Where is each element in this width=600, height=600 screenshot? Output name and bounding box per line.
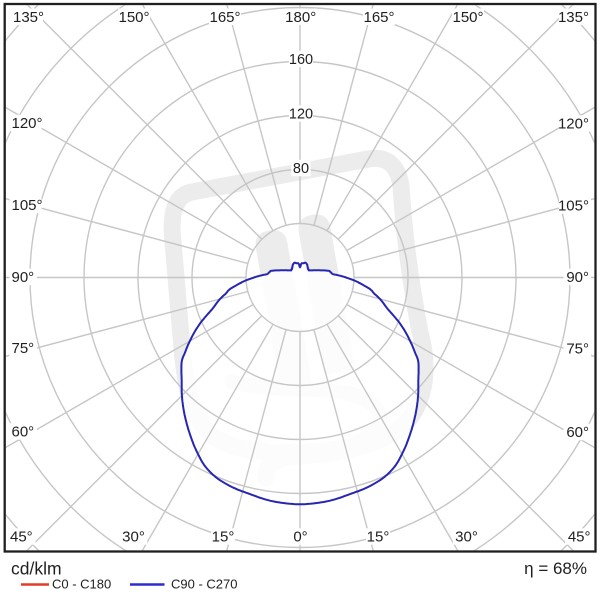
svg-text:η = 68%: η = 68% [524, 559, 587, 578]
svg-text:180°: 180° [285, 9, 316, 26]
svg-text:75°: 75° [566, 341, 589, 358]
svg-text:45°: 45° [568, 529, 591, 546]
svg-text:C0 - C180: C0 - C180 [52, 576, 111, 591]
svg-text:0°: 0° [293, 529, 307, 546]
svg-text:75°: 75° [12, 340, 35, 357]
svg-text:165°: 165° [363, 9, 394, 26]
svg-text:165°: 165° [209, 9, 240, 26]
svg-text:45°: 45° [10, 529, 33, 546]
svg-text:90°: 90° [566, 269, 589, 286]
svg-text:120°: 120° [12, 115, 43, 132]
svg-text:C90 - C270: C90 - C270 [171, 576, 237, 591]
svg-text:105°: 105° [12, 197, 43, 214]
svg-text:15°: 15° [212, 529, 235, 546]
svg-text:15°: 15° [367, 529, 390, 546]
svg-text:120°: 120° [558, 116, 589, 133]
svg-text:160: 160 [289, 52, 313, 68]
svg-text:60°: 60° [566, 424, 589, 441]
svg-text:150°: 150° [452, 9, 483, 26]
svg-text:135°: 135° [558, 9, 589, 26]
svg-text:105°: 105° [558, 198, 589, 215]
svg-text:30°: 30° [122, 529, 145, 546]
svg-text:80: 80 [293, 161, 309, 177]
svg-text:cd/klm: cd/klm [11, 558, 62, 578]
svg-text:30°: 30° [455, 529, 478, 546]
svg-text:135°: 135° [13, 9, 44, 26]
svg-text:120: 120 [289, 107, 313, 123]
svg-text:90°: 90° [12, 269, 35, 286]
svg-text:60°: 60° [12, 424, 35, 441]
svg-text:150°: 150° [118, 9, 149, 26]
